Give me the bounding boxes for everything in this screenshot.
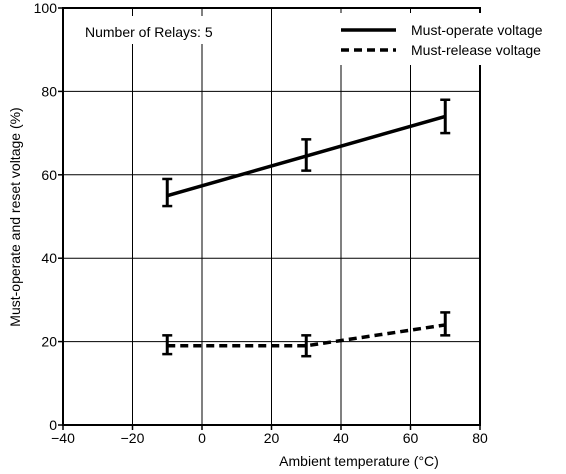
error-bar bbox=[440, 311, 451, 337]
series-must-operate bbox=[162, 98, 451, 208]
y-tick-label: 100 bbox=[34, 0, 58, 16]
error-bar bbox=[301, 334, 312, 358]
error-bar bbox=[440, 98, 451, 135]
series-layer bbox=[162, 98, 451, 358]
x-tick-label: 0 bbox=[198, 430, 206, 446]
legend-label: Must-operate voltage bbox=[411, 22, 543, 38]
legend-label: Must-release voltage bbox=[411, 42, 541, 58]
grid bbox=[63, 8, 480, 425]
x-tick-label: 20 bbox=[264, 430, 280, 446]
y-tick-label: 60 bbox=[41, 167, 57, 183]
x-tick-label: 80 bbox=[472, 430, 488, 446]
y-axis-label: Must-operate and reset voltage (%) bbox=[7, 107, 23, 326]
y-tick-label: 0 bbox=[49, 417, 57, 433]
x-tick-label: 40 bbox=[333, 430, 349, 446]
legend-backdrop bbox=[336, 13, 564, 65]
x-tick-label: −40 bbox=[51, 430, 75, 446]
series-must-release bbox=[162, 311, 451, 358]
axes bbox=[58, 7, 481, 430]
tick-labels: −40 −20 0 20 40 60 80 0 20 40 60 80 100 bbox=[34, 0, 488, 446]
legend: Must-operate voltage Must-release voltage bbox=[341, 22, 543, 58]
x-tick-label: −20 bbox=[121, 430, 145, 446]
error-bar bbox=[301, 138, 312, 172]
error-bar bbox=[162, 177, 173, 208]
y-tick-label: 80 bbox=[41, 83, 57, 99]
x-tick-label: 60 bbox=[403, 430, 419, 446]
x-axis-label: Ambient temperature (°C) bbox=[279, 453, 439, 469]
y-tick-label: 20 bbox=[41, 334, 57, 350]
y-tick-label: 40 bbox=[41, 250, 57, 266]
annotation-backdrop bbox=[76, 16, 248, 44]
series-line bbox=[167, 323, 446, 348]
relay-count-note: Number of Relays: 5 bbox=[85, 24, 213, 40]
error-bar bbox=[162, 334, 173, 356]
